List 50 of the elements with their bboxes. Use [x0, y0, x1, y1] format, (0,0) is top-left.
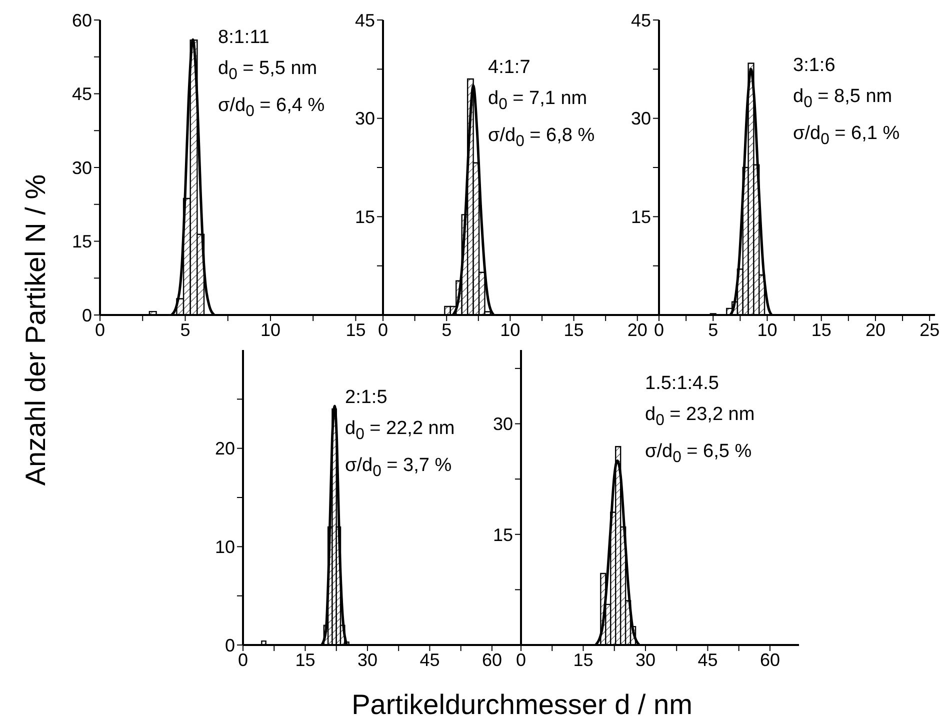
x-tick-label: 5 [708, 320, 718, 340]
x-tick-label: 5 [180, 320, 190, 340]
x-axis-title: Partikeldurchmesser d / nm [352, 689, 692, 721]
x-tick-label: 45 [698, 650, 718, 670]
annotation: d$_{0}$ = 23,2 nm [645, 403, 755, 431]
y-tick-label: 15 [630, 207, 651, 228]
y-tick-label: 45 [354, 10, 375, 30]
annotation: d$_{0}$ = 8,5 nm [793, 85, 894, 113]
y-tick-label: 30 [72, 158, 92, 178]
annotation: d$_{0}$ = 22,2 nm [345, 417, 455, 445]
x-tick-label: 15 [564, 320, 584, 340]
y-tick-label: 30 [354, 108, 375, 129]
annotation: d$_{0}$ = 5,5 nm [218, 57, 318, 85]
y-tick-label: 45 [72, 84, 92, 104]
annotation: 3:1:6 [793, 54, 836, 78]
annotation: 8:1:11 [218, 26, 270, 50]
y-tick-label: 30 [630, 108, 651, 129]
x-tick-label: 60 [760, 650, 780, 670]
y-tick-label: 15 [354, 207, 375, 228]
annotation: σ/d$_{0}$ = 3,7 % [345, 454, 453, 482]
annotation: σ/d$_{0}$ = 6,5 % [645, 440, 753, 468]
x-tick-label: 5 [442, 320, 452, 340]
x-tick-label: 15 [295, 650, 316, 670]
y-axis-title: Anzahl der Partikel N / % [20, 174, 52, 486]
x-tick-label: 25 [920, 320, 940, 340]
y-tick-label: 10 [214, 537, 235, 558]
x-tick-label: 45 [420, 650, 440, 670]
annotation: d$_{0}$ = 7,1 nm [488, 87, 588, 115]
x-tick-label: 15 [811, 320, 832, 340]
y-tick-label: 45 [630, 10, 651, 30]
x-tick-label: 0 [378, 320, 388, 340]
x-tick-label: 0 [516, 650, 526, 670]
y-tick-label: 0 [224, 635, 235, 656]
x-tick-label: 20 [865, 320, 886, 340]
x-tick-label: 0 [94, 320, 106, 340]
annotation: 2:1:5 [345, 386, 388, 410]
annotation: 4:1:7 [488, 56, 532, 80]
y-tick-label: 15 [72, 232, 92, 252]
y-tick-label: 20 [214, 438, 235, 459]
y-tick-label: 0 [82, 305, 92, 326]
x-tick-label: 0 [238, 650, 248, 670]
annotation: σ/d$_{0}$ = 6,1 % [793, 122, 900, 150]
annotation: σ/d$_{0}$ = 6,4 % [218, 94, 325, 122]
x-tick-label: 15 [573, 650, 594, 670]
x-tick-label: 0 [654, 320, 664, 340]
annotation: σ/d$_{0}$ = 6,8 % [488, 124, 595, 152]
x-tick-label: 10 [260, 320, 280, 340]
x-tick-label: 10 [757, 320, 778, 340]
annotation: 1.5:1:4.5 [645, 372, 720, 396]
y-tick-label: 60 [72, 10, 92, 30]
